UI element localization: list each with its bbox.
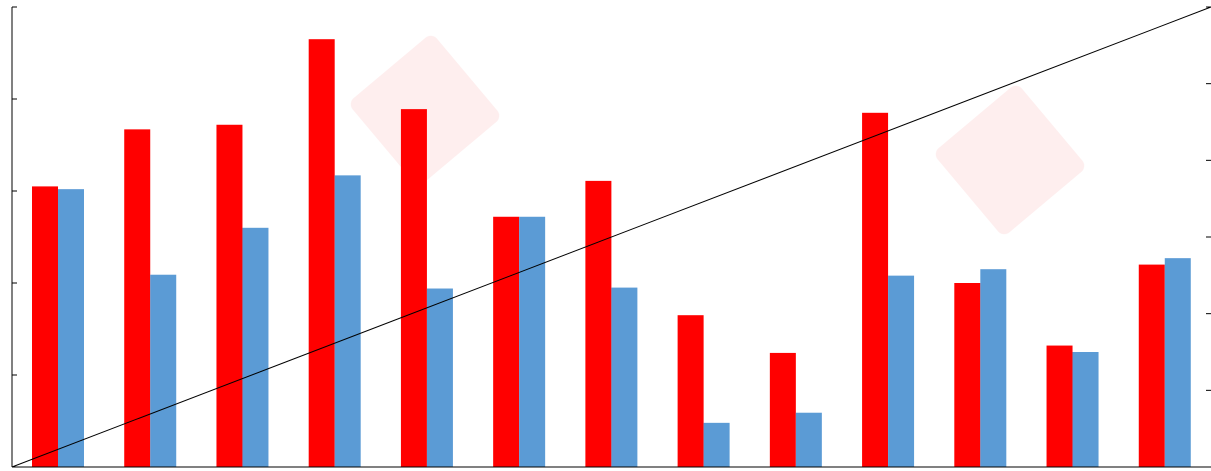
bar-series1-3 (216, 125, 242, 467)
bar-series2-1 (58, 189, 84, 467)
bar-series1-8 (678, 315, 704, 467)
bar-series1-7 (585, 181, 611, 467)
bar-series1-2 (124, 129, 150, 467)
bar-series1-12 (1047, 346, 1073, 467)
bar-series1-5 (401, 109, 427, 467)
bar-series2-11 (980, 269, 1006, 467)
bar-series2-9 (796, 413, 822, 467)
bar-series1-9 (770, 353, 796, 467)
bar-series1-4 (309, 39, 335, 467)
bar-series2-10 (888, 276, 914, 467)
bar-series2-6 (519, 217, 545, 467)
bar-series2-5 (427, 289, 453, 467)
bar-series2-12 (1073, 352, 1099, 467)
watermark-logo-2 (933, 83, 1088, 238)
bar-series1-10 (862, 113, 888, 467)
bar-series2-7 (611, 288, 637, 467)
bar-series1-11 (954, 283, 980, 467)
bar-series2-8 (704, 423, 730, 467)
bar-series2-3 (242, 228, 268, 467)
bar-series1-13 (1139, 265, 1165, 467)
watermark (348, 33, 1088, 238)
bar-series2-13 (1165, 258, 1191, 467)
bar-series1-1 (32, 186, 58, 467)
bar-series1-6 (493, 217, 519, 467)
bar-series2-2 (150, 275, 176, 467)
bar-series2-4 (335, 175, 361, 467)
